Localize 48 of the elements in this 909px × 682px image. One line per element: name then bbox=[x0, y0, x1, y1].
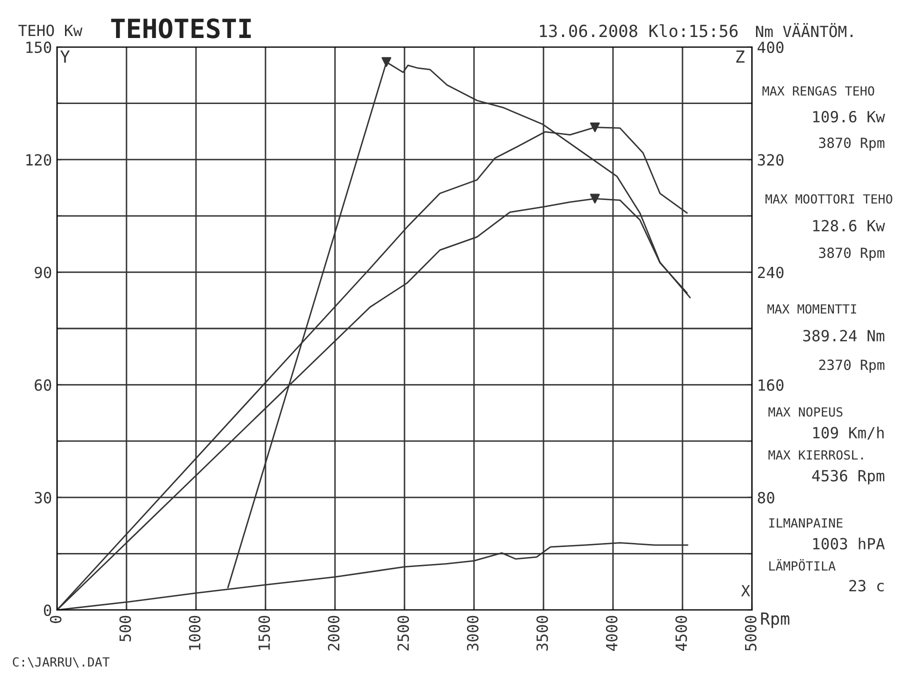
x-tick-label: 3000 bbox=[466, 616, 478, 651]
x-tick-label: 1000 bbox=[188, 616, 200, 650]
x-tick-label: 4500 bbox=[675, 616, 687, 651]
text: 389.24 Nm bbox=[803, 330, 884, 342]
text: 1003 hPA bbox=[813, 538, 885, 550]
text: 3870 Rpm bbox=[819, 248, 884, 261]
text: ILMANPAINE bbox=[769, 518, 842, 528]
y-tick-label: 30 bbox=[34, 492, 52, 504]
x-tick-label: 4000 bbox=[606, 616, 618, 651]
y2-tick-label: 80 bbox=[758, 492, 774, 504]
text: 128.6 Kw bbox=[813, 220, 885, 232]
text: 4536 Rpm bbox=[812, 470, 884, 484]
text: 109 Km/h bbox=[813, 426, 884, 440]
y2-tick-label: 400 bbox=[758, 42, 784, 54]
y2-axis-title: Nm VÄÄNTÖM. bbox=[756, 23, 853, 38]
text: 3870 Rpm bbox=[819, 138, 884, 151]
y2-tick-label: 320 bbox=[758, 154, 784, 166]
annotation: X bbox=[741, 585, 750, 596]
text: 109.6 Kw bbox=[813, 110, 885, 122]
chart-subtitle: 13.06.2008 Klo:15:56 bbox=[540, 24, 738, 38]
text: 2370 Rpm bbox=[819, 360, 884, 373]
y-tick-label: 150 bbox=[26, 42, 52, 54]
y-tick-label: 0 bbox=[44, 604, 52, 616]
text: MAX MOOTTORI TEHO bbox=[766, 194, 892, 204]
y-tick-label: 90 bbox=[34, 266, 52, 278]
annotation: Y bbox=[60, 50, 70, 63]
text: MAX MOMENTTI bbox=[768, 304, 856, 314]
x-tick-label: 2500 bbox=[397, 616, 409, 651]
y-tick-label: 120 bbox=[26, 154, 52, 166]
y2-tick-label: 240 bbox=[758, 266, 784, 278]
text: MAX KIERROSL. bbox=[768, 450, 863, 460]
x-tick-label: 500 bbox=[119, 616, 131, 642]
text: LÄMPÖTILA bbox=[769, 559, 836, 571]
text: C:\JARRU\.DAT bbox=[12, 657, 110, 668]
y-axis-title: TEHO Kw bbox=[18, 24, 82, 36]
x-tick-label: 1500 bbox=[258, 616, 270, 650]
x-tick-label: 5000 bbox=[744, 616, 756, 651]
text: MAX NOPEUS bbox=[768, 407, 842, 417]
y2-tick-label: 160 bbox=[758, 379, 784, 391]
annotation: Z bbox=[736, 50, 745, 63]
text: 23 c bbox=[849, 580, 884, 592]
chart-title: TEHOTESTI bbox=[111, 18, 251, 38]
x-tick-label: 0 bbox=[50, 616, 62, 624]
x-tick-label: 3500 bbox=[536, 616, 548, 651]
text: MAX RENGAS TEHO bbox=[762, 86, 874, 96]
x-tick-label: 2000 bbox=[328, 616, 340, 651]
y-tick-label: 60 bbox=[34, 379, 52, 391]
text: Rpm bbox=[761, 612, 790, 628]
